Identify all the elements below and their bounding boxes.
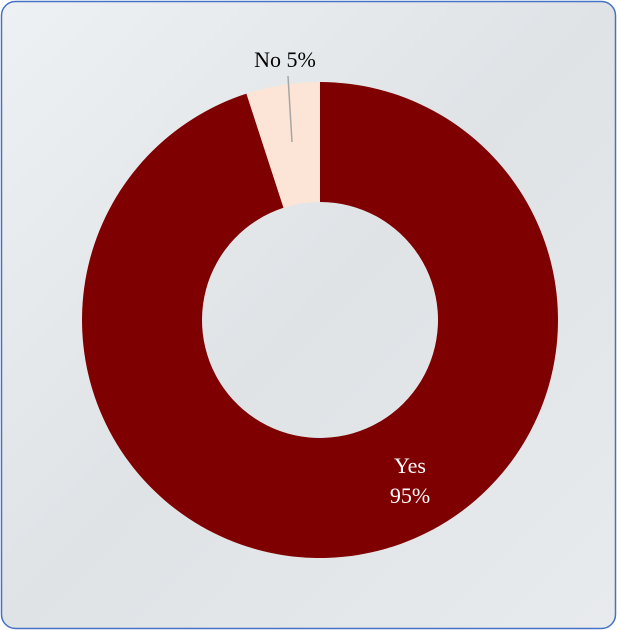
label-category: Yes: [394, 453, 426, 478]
label-category: No: [254, 47, 281, 72]
donut: [82, 82, 558, 558]
slice: [246, 82, 320, 208]
data-label: No 5%: [254, 47, 316, 72]
slice: [82, 82, 558, 558]
data-label: Yes 95%: [390, 453, 430, 508]
label-value: 95%: [390, 483, 430, 508]
leader-line: [287, 75, 293, 143]
label-value: 5%: [287, 47, 316, 72]
